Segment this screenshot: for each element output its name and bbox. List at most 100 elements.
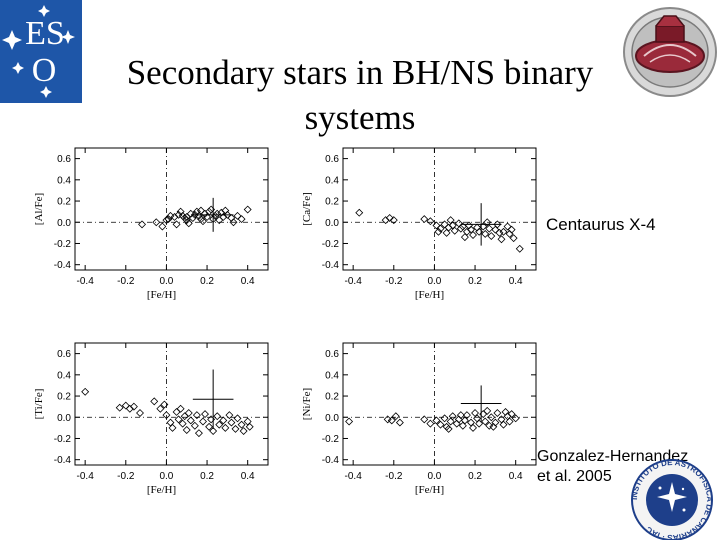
data-point (442, 228, 451, 237)
data-point (184, 219, 193, 228)
data-point (458, 421, 467, 430)
x-tick-label: -0.2 (117, 276, 135, 287)
data-point (245, 422, 254, 431)
data-point (136, 409, 144, 417)
data-point (237, 420, 246, 429)
data-point (182, 426, 191, 434)
data-point (213, 209, 222, 218)
x-tick-label: -0.2 (385, 276, 403, 287)
data-point (237, 215, 246, 224)
x-axis-label: [Fe/H] (415, 484, 444, 496)
data-point (487, 232, 496, 241)
x-axis-label: [Fe/H] (147, 484, 176, 496)
data-point (460, 233, 469, 242)
data-point (505, 417, 514, 426)
data-point (460, 416, 469, 425)
y-tick-label: 0.6 (325, 154, 339, 165)
data-point (444, 424, 453, 433)
data-point (440, 220, 449, 229)
x-axis-label: [Fe/H] (147, 289, 176, 301)
data-point (160, 400, 169, 409)
data-point (225, 411, 234, 420)
x-tick-label: -0.4 (345, 276, 363, 287)
y-tick-label: -0.2 (322, 434, 340, 445)
data-point (180, 214, 189, 222)
x-tick-label: -0.2 (385, 471, 403, 482)
data-point (178, 419, 187, 428)
data-point (217, 208, 226, 217)
data-point (203, 212, 212, 221)
y-tick-label: 0.2 (325, 392, 339, 403)
data-point (156, 404, 165, 413)
data-point (190, 210, 199, 219)
data-point (219, 416, 228, 425)
x-tick-label: 0.2 (200, 276, 214, 287)
data-point (345, 417, 354, 426)
data-point (493, 409, 502, 417)
data-point (481, 229, 490, 238)
data-point (507, 410, 516, 419)
data-point (434, 227, 443, 236)
data-point (471, 409, 480, 417)
data-point (485, 224, 494, 233)
data-point (446, 216, 455, 225)
data-point (199, 417, 207, 426)
data-point (489, 422, 498, 431)
data-point (432, 416, 441, 425)
y-tick-label: -0.4 (322, 260, 340, 271)
slide-title: Secondary stars in BH/NS binary systems (90, 50, 630, 140)
y-axis-label: [Ti/Fe] (33, 389, 45, 420)
panel-al: -0.4 -0.2 0.0 0.2 0.4 -0.4 -0.2 0.0 0.2 0.4 0.6 [Fe… (30, 140, 275, 312)
iac-logo: INSTITUTO DE ASTROFISICA DE CANARIAS · I… (626, 458, 718, 542)
reference-line-2: et al. 2005 (537, 468, 612, 485)
data-point (164, 215, 173, 224)
data-point (481, 417, 490, 426)
y-tick-label: -0.4 (322, 455, 340, 466)
data-point (125, 404, 134, 413)
y-tick-label: 0.0 (57, 218, 71, 229)
data-point (180, 412, 189, 421)
data-point (440, 414, 449, 423)
data-point (383, 415, 392, 424)
y-tick-label: 0.4 (57, 175, 71, 186)
data-point (515, 244, 524, 253)
data-point (121, 401, 130, 410)
x-tick-label: -0.2 (117, 471, 135, 482)
data-point (448, 412, 457, 421)
x-tick-label: 0.4 (241, 276, 255, 287)
data-point (81, 387, 90, 396)
x-tick-label: -0.4 (77, 471, 95, 482)
y-tick-label: 0.0 (57, 413, 71, 424)
x-tick-label: 0.2 (468, 471, 482, 482)
plot-frame (74, 342, 269, 466)
data-point (469, 231, 477, 239)
data-point (168, 423, 177, 432)
y-tick-label: 0.2 (57, 392, 71, 403)
chart-al: -0.4 -0.2 0.0 0.2 0.4 -0.4 -0.2 0.0 0.2 0.4 0.6 [Fe… (33, 147, 269, 301)
x-tick-label: 0.0 (427, 276, 441, 287)
data-point (432, 221, 441, 230)
panel-ni: -0.4 -0.2 0.0 0.2 0.4 -0.4 -0.2 0.0 0.2 0.4 0.6 [Fe… (298, 335, 543, 507)
data-point (233, 211, 242, 220)
data-point (231, 424, 240, 433)
data-point (420, 415, 429, 424)
data-point (444, 223, 453, 232)
data-point (138, 220, 147, 229)
y-axis-label: [Ni/Fe] (301, 388, 313, 420)
plot-frame (74, 147, 269, 271)
data-point (483, 406, 492, 415)
data-point (511, 414, 520, 423)
plot-frame (342, 147, 537, 271)
data-point (499, 420, 508, 429)
data-point (389, 216, 398, 225)
data-point (201, 410, 209, 419)
data-point (184, 409, 193, 417)
data-point (387, 416, 396, 425)
y-tick-label: -0.4 (54, 260, 72, 271)
data-point (176, 207, 185, 216)
data-point (436, 224, 445, 233)
data-point (162, 411, 171, 420)
data-point (233, 414, 242, 423)
data-point (158, 222, 167, 231)
title-line-1: Secondary stars in BH/NS binary (126, 53, 594, 92)
